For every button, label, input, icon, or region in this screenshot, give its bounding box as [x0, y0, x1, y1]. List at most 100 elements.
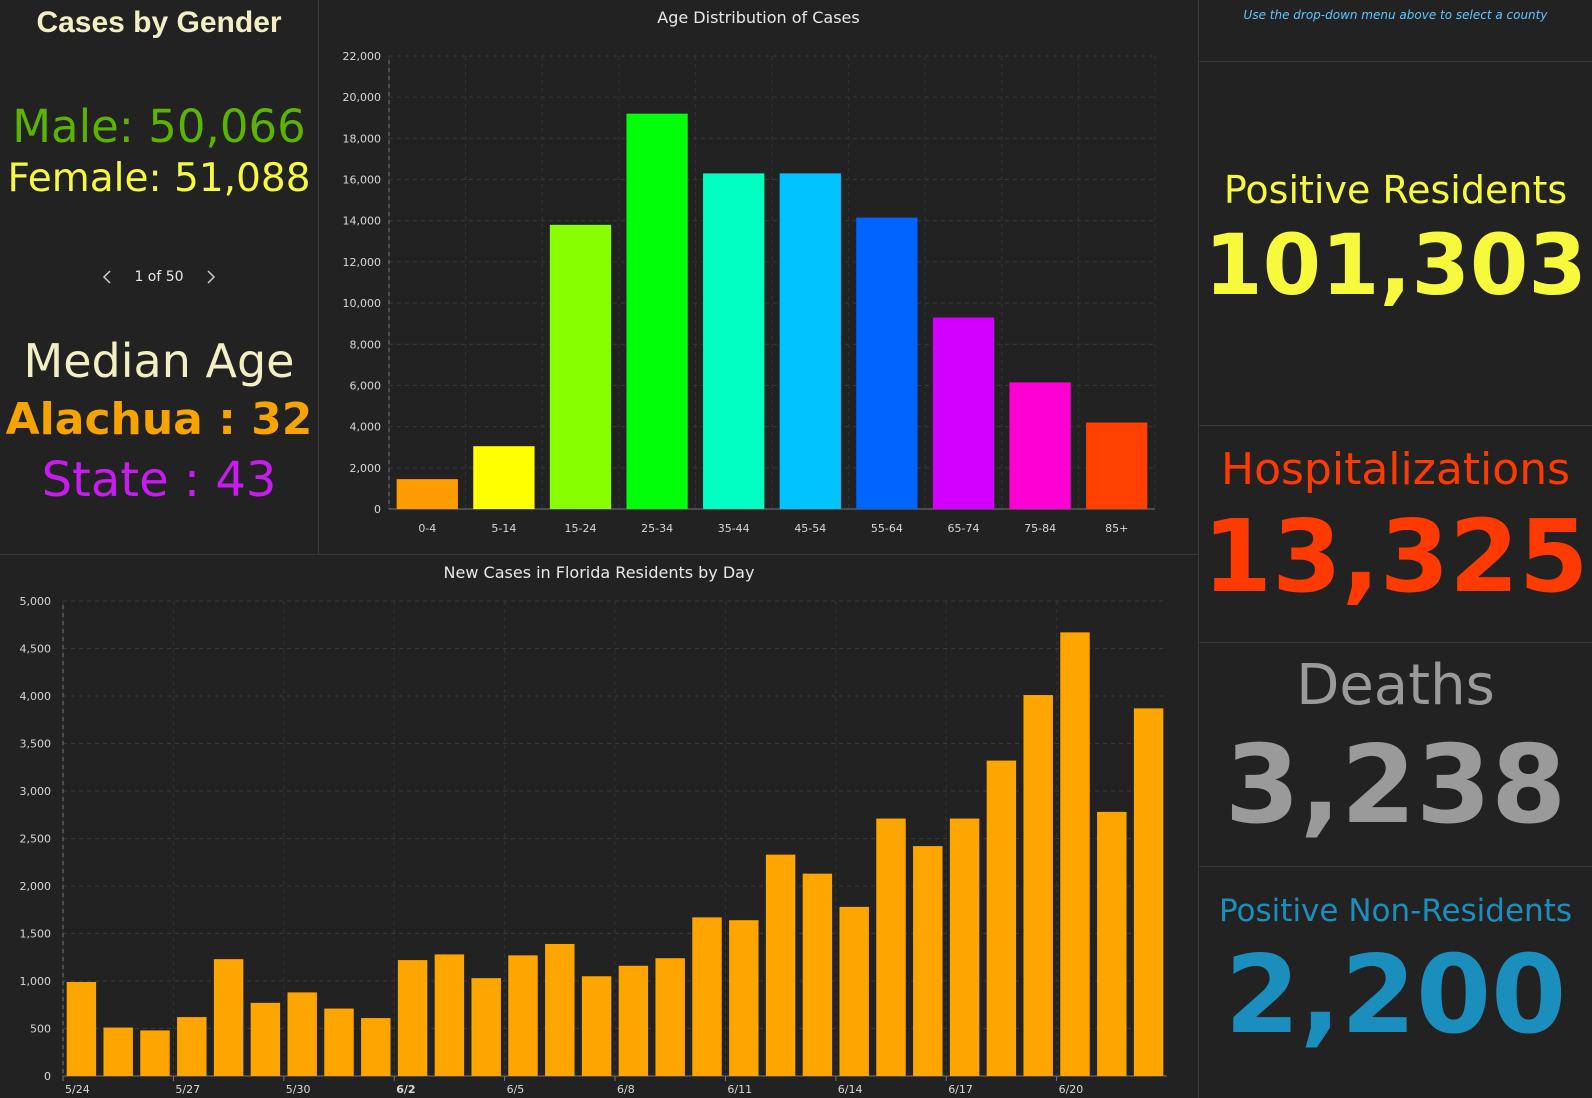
x-tick-label: 5/30: [286, 1083, 311, 1096]
age-bar: [932, 317, 995, 509]
x-tick-label: 6/2: [396, 1083, 415, 1096]
daily-bar: [692, 917, 722, 1076]
y-tick-label: 2,000: [350, 462, 382, 475]
x-tick-label: 75-84: [1024, 522, 1056, 535]
hospitalizations-label: Hospitalizations: [1220, 444, 1570, 495]
daily-bar: [1023, 695, 1053, 1076]
y-tick-label: 2,000: [20, 880, 52, 893]
y-tick-label: 18,000: [343, 132, 382, 145]
hospitalizations-value: 13,325: [1202, 498, 1589, 615]
daily-bar: [66, 981, 97, 1076]
y-tick-label: 5,000: [20, 595, 52, 608]
age-bar: [703, 173, 765, 510]
age-bar: [473, 446, 535, 509]
x-tick-label: 6/11: [727, 1083, 752, 1096]
daily-bar: [581, 976, 612, 1076]
daily-cases-chart: 0 500 1,000 1,500 2,000 2,500 3,000 3,500 4,000 4…: [20, 595, 1167, 1096]
x-tick-label: 6/8: [617, 1083, 635, 1096]
county-hint-text: Use the drop-down menu above to select a…: [1243, 8, 1548, 22]
daily-bar: [655, 958, 685, 1076]
daily-bar: [250, 1002, 281, 1076]
daily-bar: [508, 955, 538, 1076]
age-distribution-chart: 0 2,000 4,000 6,000 8,000 10,000 12,000 14,000 1…: [343, 50, 1156, 535]
daily-bar: [949, 818, 980, 1076]
daily-chart-title: New Cases in Florida Residents by Day: [443, 563, 755, 582]
y-tick-label: 3,500: [20, 738, 52, 751]
previous-arrow-icon[interactable]: [98, 268, 116, 286]
daily-bar: [765, 854, 796, 1076]
state-value: 43: [215, 452, 277, 508]
age-bar: [779, 173, 841, 510]
age-distribution-panel: 0 2,000 4,000 6,000 8,000 10,000 12,000 14,000 1…: [319, 0, 1198, 554]
daily-bar: [1097, 811, 1127, 1076]
divider-left-vertical: [318, 0, 319, 554]
county-value: 32: [251, 394, 313, 445]
male-value: 50,066: [148, 100, 306, 153]
county-label: Alachua :: [5, 394, 236, 445]
daily-bar: [361, 1018, 391, 1076]
daily-bar: [986, 760, 1017, 1076]
female-count: Female: 51,088: [0, 156, 318, 201]
y-tick-label: 14,000: [343, 215, 382, 228]
male-count: Male: 50,066: [0, 100, 318, 153]
daily-bar: [839, 906, 869, 1076]
female-label: Female:: [7, 156, 162, 201]
y-tick-label: 3,000: [20, 785, 52, 798]
age-bar: [856, 217, 918, 509]
y-tick-label: 6,000: [350, 379, 382, 392]
daily-bar: [434, 954, 465, 1076]
y-tick-label: 4,000: [350, 421, 382, 434]
x-tick-label: 6/5: [507, 1083, 525, 1096]
x-tick-label: 6/17: [948, 1083, 973, 1096]
daily-bar: [103, 1027, 133, 1076]
positive-residents-label: Positive Residents: [1223, 168, 1568, 212]
age-bar: [1086, 422, 1148, 509]
next-arrow-icon[interactable]: [202, 268, 220, 286]
daily-bar: [140, 1030, 170, 1076]
daily-bar: [213, 959, 244, 1076]
y-tick-label: 16,000: [343, 174, 382, 187]
y-tick-label: 0: [44, 1070, 51, 1083]
x-tick-label: 6/20: [1059, 1083, 1084, 1096]
daily-bar: [913, 846, 943, 1076]
daily-bar: [287, 992, 317, 1076]
daily-bar: [802, 873, 833, 1076]
male-label: Male:: [12, 100, 134, 153]
daily-bar: [545, 943, 575, 1076]
hospitalizations-panel: Hospitalizations 13,325: [1199, 426, 1592, 642]
age-bar: [549, 224, 612, 509]
age-bar: [396, 479, 458, 509]
x-tick-label: 65-74: [948, 522, 980, 535]
x-tick-label: 6/14: [838, 1083, 863, 1096]
y-tick-label: 4,000: [20, 690, 52, 703]
divider-right-1: [1199, 61, 1592, 62]
median-age-panel: Median Age Alachua : 32 State : 43: [0, 298, 318, 554]
y-tick-label: 2,500: [20, 833, 52, 846]
x-tick-label: 35-44: [718, 522, 750, 535]
y-tick-label: 10,000: [343, 297, 382, 310]
daily-cases-panel: 0 500 1,000 1,500 2,000 2,500 3,000 3,500 4,000 4…: [0, 555, 1198, 1098]
x-tick-label: 15-24: [565, 522, 597, 535]
daily-bar: [397, 960, 428, 1076]
y-tick-label: 0: [374, 503, 381, 516]
county-hint-panel: Use the drop-down menu above to select a…: [1199, 0, 1592, 61]
non-residents-label: Positive Non-Residents: [1218, 893, 1573, 929]
daily-bar: [876, 818, 906, 1076]
x-tick-label: 85+: [1105, 522, 1128, 535]
age-bar: [626, 113, 688, 510]
divider-right-3: [1199, 642, 1592, 643]
y-tick-label: 8,000: [350, 338, 382, 351]
daily-bar: [324, 1008, 354, 1076]
non-residents-value: 2,200: [1224, 933, 1567, 1058]
y-tick-label: 12,000: [343, 256, 382, 269]
non-residents-panel: Positive Non-Residents 2,200: [1199, 867, 1592, 1098]
deaths-value: 3,238: [1224, 723, 1567, 848]
deaths-panel: Deaths 3,238: [1199, 643, 1592, 866]
x-tick-label: 5-14: [491, 522, 516, 535]
state-label: State :: [41, 452, 201, 508]
y-tick-label: 20,000: [343, 91, 382, 104]
divider-right-4: [1199, 866, 1592, 867]
x-tick-label: 5/27: [175, 1083, 200, 1096]
pager-text: 1 of 50: [134, 269, 184, 285]
gender-title: Cases by Gender: [36, 6, 282, 39]
